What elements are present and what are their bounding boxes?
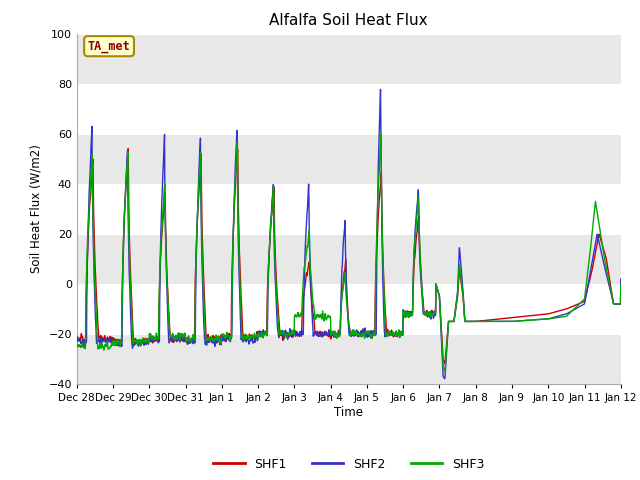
SHF2 bbox=[617, 276, 625, 282]
SHF2 bbox=[617, 301, 625, 307]
SHF2 bbox=[441, 376, 449, 382]
SHF1 bbox=[73, 337, 81, 343]
SHF1 bbox=[482, 318, 490, 324]
Y-axis label: Soil Heat Flux (W/m2): Soil Heat Flux (W/m2) bbox=[30, 144, 43, 273]
SHF2 bbox=[379, 272, 387, 277]
Bar bbox=[77, 34, 621, 84]
Line: SHF1: SHF1 bbox=[77, 149, 621, 364]
Line: SHF3: SHF3 bbox=[77, 134, 621, 371]
SHF1 bbox=[551, 309, 559, 315]
SHF3 bbox=[321, 312, 329, 317]
SHF3 bbox=[441, 368, 449, 374]
SHF2 bbox=[377, 86, 385, 92]
SHF2 bbox=[482, 319, 490, 324]
SHF1 bbox=[321, 330, 329, 336]
SHF1 bbox=[124, 146, 132, 152]
SHF3 bbox=[567, 309, 575, 315]
Legend: SHF1, SHF2, SHF3: SHF1, SHF2, SHF3 bbox=[209, 453, 489, 476]
SHF1 bbox=[379, 245, 387, 251]
Title: Alfalfa Soil Heat Flux: Alfalfa Soil Heat Flux bbox=[269, 13, 428, 28]
Text: TA_met: TA_met bbox=[88, 40, 131, 53]
Line: SHF2: SHF2 bbox=[77, 89, 621, 379]
SHF3 bbox=[617, 282, 625, 288]
X-axis label: Time: Time bbox=[334, 406, 364, 419]
Bar bbox=[77, 334, 621, 384]
SHF2 bbox=[321, 333, 329, 338]
SHF3 bbox=[377, 132, 385, 137]
SHF3 bbox=[73, 344, 81, 350]
SHF1 bbox=[617, 301, 625, 307]
SHF1 bbox=[617, 280, 625, 286]
SHF3 bbox=[617, 301, 625, 307]
SHF1 bbox=[567, 304, 575, 310]
Bar bbox=[77, 134, 621, 184]
SHF3 bbox=[379, 248, 387, 254]
SHF2 bbox=[567, 309, 575, 314]
SHF3 bbox=[482, 319, 490, 324]
SHF2 bbox=[73, 339, 81, 345]
SHF3 bbox=[551, 315, 559, 321]
Bar bbox=[77, 234, 621, 284]
SHF2 bbox=[551, 314, 559, 320]
SHF1 bbox=[441, 361, 449, 367]
